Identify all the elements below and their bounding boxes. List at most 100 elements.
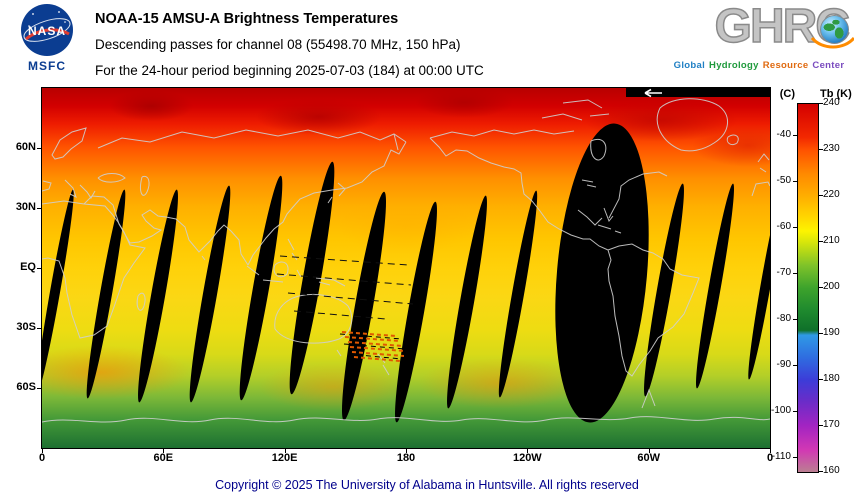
data-gap	[748, 186, 770, 380]
swath-direction-arrow-icon	[644, 88, 662, 98]
plot-period: For the 24-hour period beginning 2025-07…	[95, 63, 484, 78]
colorbar-c-label: -110	[771, 450, 791, 462]
colorbar-k-tick	[819, 287, 823, 288]
coastline-india-arabia	[83, 195, 249, 266]
y-axis-tick	[37, 207, 41, 209]
data-gaps-layer	[42, 123, 770, 423]
scan-dashes-layer	[276, 255, 414, 320]
colorbar-c-tick	[793, 456, 797, 458]
colorbar-k-tick	[819, 333, 823, 334]
x-axis-label: 60E	[153, 452, 174, 464]
colorbar-k-tick	[819, 103, 823, 104]
data-gap	[395, 201, 437, 423]
colorbar-k-label: 200	[823, 281, 840, 292]
colorbar-gradient	[797, 103, 819, 473]
x-axis-tick	[406, 449, 407, 453]
y-axis-label: 30S	[16, 321, 36, 333]
map	[41, 87, 771, 449]
coastline-north-america	[429, 129, 609, 251]
data-gap	[644, 183, 684, 397]
colorbar-k-label: 240	[823, 97, 840, 108]
nasa-meatball-icon: NASA	[21, 4, 73, 56]
coastline-australia-nz	[274, 293, 390, 376]
ghrc-tagline-word: Global	[673, 60, 706, 71]
colorbar-k-label: 210	[823, 235, 840, 246]
globe-icon	[820, 15, 849, 44]
colorbar-k-tick	[819, 379, 823, 380]
x-axis-label: 180	[396, 452, 416, 464]
ghrc-acronym-row: GHRC	[670, 0, 854, 54]
ghrc-c-wrap: C	[810, 1, 854, 52]
colorbar-unit-k: Tb (K)	[820, 88, 852, 100]
polar-strip	[626, 88, 770, 97]
colorbar-c-tick	[793, 272, 797, 274]
data-gap	[695, 183, 735, 389]
msfc-label: MSFC	[28, 59, 66, 73]
ghrc-tagline-word: Resource	[762, 60, 809, 71]
x-axis-label: 120W	[512, 452, 542, 464]
colorbar-k-tick	[819, 471, 823, 472]
colorbar-c-tick	[793, 364, 797, 366]
x-axis-tick	[163, 449, 165, 453]
colorbar-c-tick	[793, 226, 797, 228]
y-axis-label: 30N	[15, 200, 36, 213]
y-axis-tick	[37, 328, 41, 329]
coastline-antarctica	[42, 388, 770, 423]
coastline-greenland-iceland	[656, 98, 770, 197]
colorbar-k-label: 170	[823, 419, 840, 430]
coastline-africa	[42, 200, 146, 339]
colorbar-c-tick	[793, 180, 797, 182]
coastline-caspian	[140, 175, 150, 196]
colorbar-k-tick	[819, 425, 823, 426]
y-axis-tick	[37, 268, 41, 269]
coastline-east-asia-islands	[287, 133, 399, 261]
coastline-na-east	[541, 99, 668, 234]
colorbar-k-label: 230	[823, 143, 840, 154]
colorbar-k-tick	[819, 149, 823, 150]
y-axis-label: EQ	[20, 261, 36, 273]
plot-subtitle: Descending passes for channel 08 (55498.…	[95, 37, 461, 52]
colorbar-k-label: 160	[823, 465, 840, 476]
data-gap	[42, 189, 74, 395]
x-axis-tick	[648, 449, 650, 453]
data-gap	[239, 175, 283, 401]
y-axis-label: 60S	[16, 380, 36, 393]
colorbar-c-tick	[793, 318, 797, 320]
plot-titles: NOAA-15 AMSU-A Brightness Temperatures D…	[95, 6, 484, 84]
ghrc-tagline-word: Center	[812, 60, 845, 71]
data-gap	[555, 123, 649, 423]
coastline-europe	[42, 127, 126, 199]
colorbar-k-tick	[819, 241, 823, 242]
ghrc-swoosh-icon	[810, 36, 854, 49]
x-axis-label: 60W	[637, 452, 660, 464]
ghrc-acronym: GHR	[714, 0, 818, 53]
colorbar-k-tick	[819, 195, 823, 196]
x-axis-label: 120E	[271, 452, 298, 464]
x-axis-label: 0	[38, 452, 46, 464]
colorbar-k-label: 220	[823, 189, 840, 200]
coastlines-layer	[42, 98, 770, 423]
nasa-logo: NASA MSFC	[12, 4, 82, 73]
data-gap	[86, 189, 126, 399]
nasa-logo-text: NASA	[27, 24, 66, 38]
data-gap	[189, 185, 231, 403]
x-axis-tick	[770, 449, 771, 453]
x-axis-tick	[42, 449, 43, 453]
x-axis-label: 0	[766, 452, 774, 464]
qc-hatch-layer	[339, 331, 407, 362]
colorbar-c-tick	[793, 410, 797, 412]
ghrc-tagline-word: Hydrology	[709, 60, 759, 71]
map-overlay	[42, 88, 770, 423]
colorbar-c-tick	[793, 134, 797, 136]
coastline-indonesia	[246, 261, 346, 287]
x-axis-tick	[527, 449, 529, 453]
y-axis-tick	[37, 387, 41, 389]
coastline-asia	[97, 129, 407, 266]
data-gap	[289, 161, 335, 395]
data-gap	[498, 190, 538, 398]
y-axis-label: 60N	[15, 141, 36, 153]
coastline-south-america	[607, 243, 700, 377]
nasa-orbit-swoosh-icon	[23, 11, 71, 42]
y-axis-tick	[37, 148, 41, 149]
